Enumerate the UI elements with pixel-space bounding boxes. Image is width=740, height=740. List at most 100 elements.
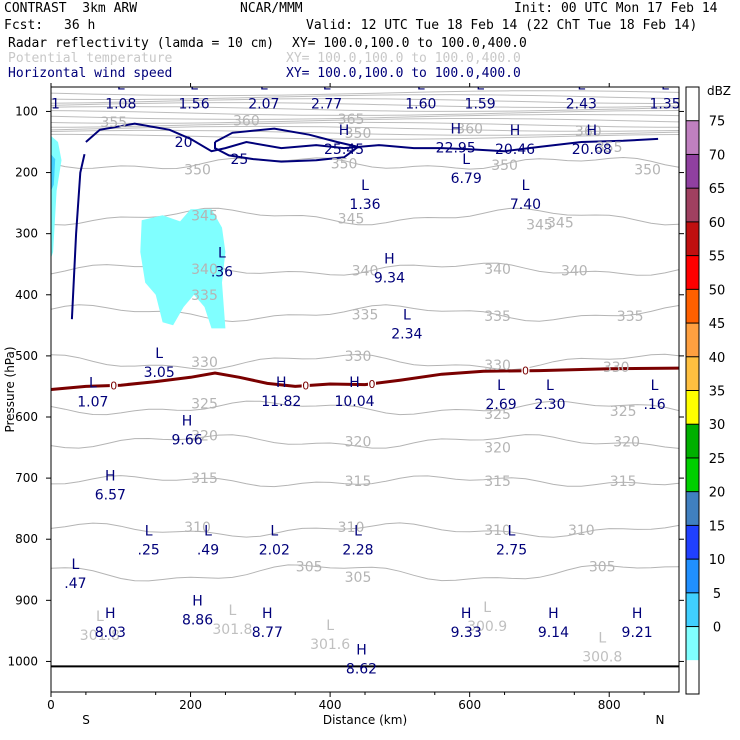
colorbar-label: 0 [713,621,721,636]
theta-label: 340 [484,262,511,278]
wind-extremum-value: 8.86 [182,613,213,629]
x-tick-label: 200 [179,698,202,712]
colorbar-segment [686,255,699,290]
theta-isoline [51,353,679,371]
wind-extremum-letter: L [577,77,585,93]
theta-label: 320 [484,441,511,457]
wind-extremum-value: 9.14 [538,625,569,641]
colorbar-label: 20 [709,486,726,501]
wind-contour-label: 25 [230,152,248,168]
zero-isoline-label-bg [521,364,530,376]
model-title: CONTRAST 3km ARW [4,1,138,16]
wind-extremum-value: .16 [643,397,665,413]
theta-isoline [51,207,679,226]
theta-label: 310 [338,520,365,536]
y-tick-label: 700 [15,471,38,485]
theta-isoline-upper [51,129,679,136]
reflectivity-area [51,135,62,259]
field-xy-reflectivity: XY= 100.0,100.0 to 100.0,400.0 [292,36,527,51]
north-label: N [656,713,665,727]
wind-extremum-value: .49 [197,542,219,558]
theta-isoline [51,564,679,582]
wind-extremum-value: 9.33 [451,625,482,641]
colorbar-segment [686,356,699,391]
colorbar-segment [686,424,699,458]
theta-isoline-upper [51,110,679,116]
colorbar-unit: dBZ [707,84,731,98]
theta-label: 310 [568,523,595,539]
colorbar-label: 60 [709,216,726,231]
theta-isoline [51,156,679,170]
theta-isoline-upper [51,114,679,120]
theta-label: 330 [345,349,372,365]
theta-label: 365 [338,112,365,128]
colorbar-segment [686,390,699,425]
colorbar-label: 30 [709,418,726,433]
wind-extremum-value: 6.57 [95,487,126,503]
theta-label: 345 [191,208,218,224]
wind-extremum-letter: H [461,606,472,622]
wind-extremum-value: 9.34 [374,271,405,287]
wind-extremum-letter: H [105,606,116,622]
theta-min-value: 300.8 [582,649,622,665]
theta-min-value: 301.8 [212,622,252,638]
theta-min-value: 300.9 [467,619,507,635]
x-tick-label: 800 [598,698,621,712]
wind-extremum-letter: H [548,606,559,622]
y-tick-label: 600 [15,410,38,424]
wind-extremum-value: .36 [211,264,233,280]
colorbar-segment [686,491,699,526]
wind-extremum-value: 2.02 [259,542,290,558]
wind-extremum-letter: L [260,77,268,93]
wind-extremum-letter: L [155,346,163,362]
wind-extremum-value: 1.36 [349,197,380,213]
theta-isoline-upper [51,121,679,128]
forecast-hours: 36 h [64,18,96,33]
colorbar-segment [686,154,699,189]
theta-isoline [51,475,679,488]
wind-extremum-letter: L [89,376,97,392]
zero-isoline [51,366,679,391]
colorbar-segment [686,87,699,121]
wind-extremum-letter: H [182,413,193,429]
wind-extremum-value: 25.45 [324,142,364,158]
theta-label: 335 [352,307,379,323]
theta-label: 320 [345,434,372,450]
theta-label: 350 [491,158,518,174]
wind-extremum-letter: L [661,77,669,93]
wind-extremum-value: 1.59 [465,96,496,112]
wind-extremum-letter: L [354,523,362,539]
y-tick-label: 200 [15,166,38,180]
colorbar-segment [686,457,699,492]
wind-extremum-value: 2.75 [496,542,527,558]
colorbar-segment [686,559,699,593]
colorbar-label: 35 [709,385,726,400]
field-xy-wind: XY= 100.0,100.0 to 100.0,400.0 [286,66,521,81]
wind-extremum-value: 2.34 [391,327,422,343]
theta-isoline-upper [51,90,679,97]
theta-label: 335 [191,288,218,304]
wind-extremum-value: 2.43 [566,96,597,112]
colorbar-label: 65 [709,182,726,197]
wind-extremum-letter: L [72,557,80,573]
wind-extremum-value: 2.28 [342,542,373,558]
wind-contour-25 [214,127,361,163]
theta-label: 335 [484,309,511,325]
theta-label: 350 [331,156,358,172]
wind-extremum-value: 1.07 [77,395,108,411]
y-axis-label: Pressure (hPa) [3,346,17,432]
theta-label: 325 [610,404,637,420]
wind-extremum-value: 2.69 [485,397,516,413]
wind-extremum-value: 8.62 [346,662,377,678]
theta-label: 315 [345,474,372,490]
colorbar-label: 55 [709,250,726,265]
theta-isoline [51,304,679,323]
theta-isoline-upper [51,102,679,109]
theta-label: 305 [589,560,616,576]
wind-extremum-letter: H [450,121,461,137]
theta-label: 325 [484,407,511,423]
x-tick-label: 0 [47,698,55,712]
